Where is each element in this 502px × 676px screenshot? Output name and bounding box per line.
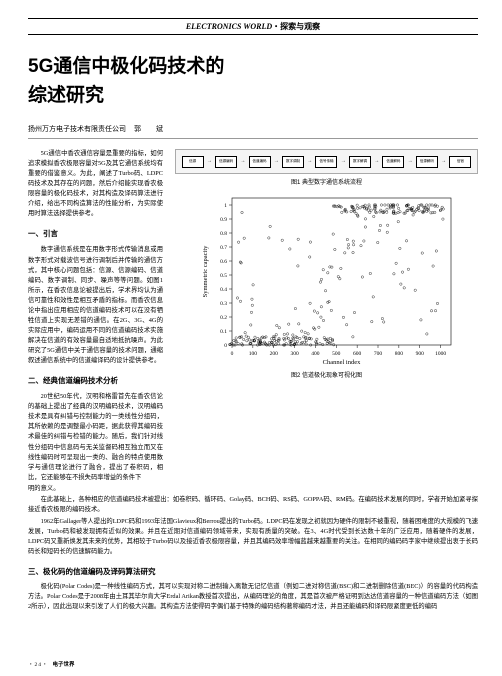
svg-text:400: 400 bbox=[311, 351, 320, 357]
svg-text:0.9: 0.9 bbox=[220, 217, 227, 223]
figure-1-diagram: 信源→信源编码→信道编码→数字调制→信号传输→数字解调→信道解码→信源解码→信宿 bbox=[175, 149, 478, 174]
svg-text:200: 200 bbox=[269, 351, 278, 357]
section-2-para: 20世纪50年代，汉明和格雷首先在香农信论的基础上提出了经典的汉明编码技术，汉明… bbox=[28, 392, 163, 483]
svg-text:900: 900 bbox=[415, 351, 424, 357]
svg-text:100: 100 bbox=[248, 351, 257, 357]
svg-text:0.5: 0.5 bbox=[220, 273, 227, 279]
svg-text:Channel index: Channel index bbox=[322, 359, 360, 366]
svg-text:1: 1 bbox=[224, 203, 227, 209]
svg-text:Symmetric capacity: Symmetric capacity bbox=[202, 245, 209, 298]
svg-text:0.2: 0.2 bbox=[220, 315, 227, 321]
svg-text:800: 800 bbox=[394, 351, 403, 357]
flow-box: 信宿 bbox=[449, 156, 471, 168]
arrow-icon: → bbox=[207, 159, 212, 164]
section-2-heading: 二、经典信道编码技术分析 bbox=[28, 375, 163, 386]
article-title: 5G通信中极化码技术的 综述研究 bbox=[28, 53, 478, 110]
svg-text:0: 0 bbox=[224, 343, 227, 349]
continuation-para: 明的意义。 bbox=[28, 484, 478, 494]
arrow-icon: → bbox=[441, 159, 446, 164]
flow-box: 信源编码 bbox=[215, 156, 237, 168]
arrow-icon: → bbox=[240, 159, 245, 164]
lower-para-1: 在此基础上，各种相应的信道编码技术被提出：如卷积码、循环码、Golay码、BCH… bbox=[28, 495, 478, 516]
section-1-heading: 一、引言 bbox=[28, 228, 163, 239]
section-3-heading: 三、极化码的信道编码及译码算法研究 bbox=[28, 566, 478, 577]
svg-text:0: 0 bbox=[230, 351, 233, 357]
svg-text:0.4: 0.4 bbox=[220, 287, 227, 293]
flow-box: 信源解码 bbox=[416, 156, 438, 168]
figure-1-caption: 图1 典型数字通信系统流程 bbox=[175, 177, 478, 186]
arrow-icon: → bbox=[374, 159, 379, 164]
svg-text:0.1: 0.1 bbox=[220, 329, 227, 335]
lower-para-2: 1962年Gallager等人提出的LDPC码和1993年法国Glavieux和… bbox=[28, 517, 478, 558]
page-footer: ・24・电子世界 bbox=[28, 660, 75, 668]
flow-box: 信源 bbox=[182, 156, 204, 168]
svg-text:1000: 1000 bbox=[435, 351, 446, 357]
flow-box: 数字调制 bbox=[282, 156, 304, 168]
flow-box: 信道编码 bbox=[249, 156, 271, 168]
arrow-icon: → bbox=[408, 159, 413, 164]
svg-text:0.3: 0.3 bbox=[220, 301, 227, 307]
svg-text:0.6: 0.6 bbox=[220, 259, 227, 265]
flow-box: 数字解调 bbox=[349, 156, 371, 168]
abstract: 5G通信中香农通信容量是重要的指标，如何追求模拟香农极限容量对5G及其它通信系统… bbox=[28, 149, 163, 219]
svg-text:0.7: 0.7 bbox=[220, 245, 227, 251]
figure-2-chart: 0 100 200 300 400 500 600 700 800 900 1000 0 0.1 0.2 0… bbox=[197, 192, 457, 367]
svg-text:500: 500 bbox=[332, 351, 341, 357]
left-column: 5G通信中香农通信容量是重要的指标，如何追求模拟香农极限容量对5G及其它通信系统… bbox=[28, 149, 163, 484]
page-header: ELECTRONICS WORLD・探索与观察 bbox=[28, 21, 478, 32]
svg-text:600: 600 bbox=[353, 351, 362, 357]
arrow-icon: → bbox=[274, 159, 279, 164]
figure-2-caption: 图2 信道极化现象可视化图 bbox=[175, 370, 478, 379]
lower-para-3: 极化码(Polar Codes)是一种线性编码方式，其可以实现对称二进制输入离散… bbox=[28, 582, 478, 613]
svg-text:0.8: 0.8 bbox=[220, 231, 227, 237]
flow-box: 信道解码 bbox=[382, 156, 404, 168]
right-column: 信源→信源编码→信道编码→数字调制→信号传输→数字解调→信道解码→信源解码→信宿… bbox=[175, 149, 478, 484]
author-line: 扬州万方电子技术有限责任公司郭 斌 bbox=[28, 124, 478, 134]
svg-text:300: 300 bbox=[290, 351, 299, 357]
svg-text:700: 700 bbox=[373, 351, 382, 357]
section-1-para: 数字通信系统是在用数字形式传输消息或用数字形式对载波信号进行调制后并传输的通信方… bbox=[28, 245, 163, 366]
arrow-icon: → bbox=[341, 159, 346, 164]
flow-box: 信号传输 bbox=[315, 156, 337, 168]
arrow-icon: → bbox=[307, 159, 312, 164]
